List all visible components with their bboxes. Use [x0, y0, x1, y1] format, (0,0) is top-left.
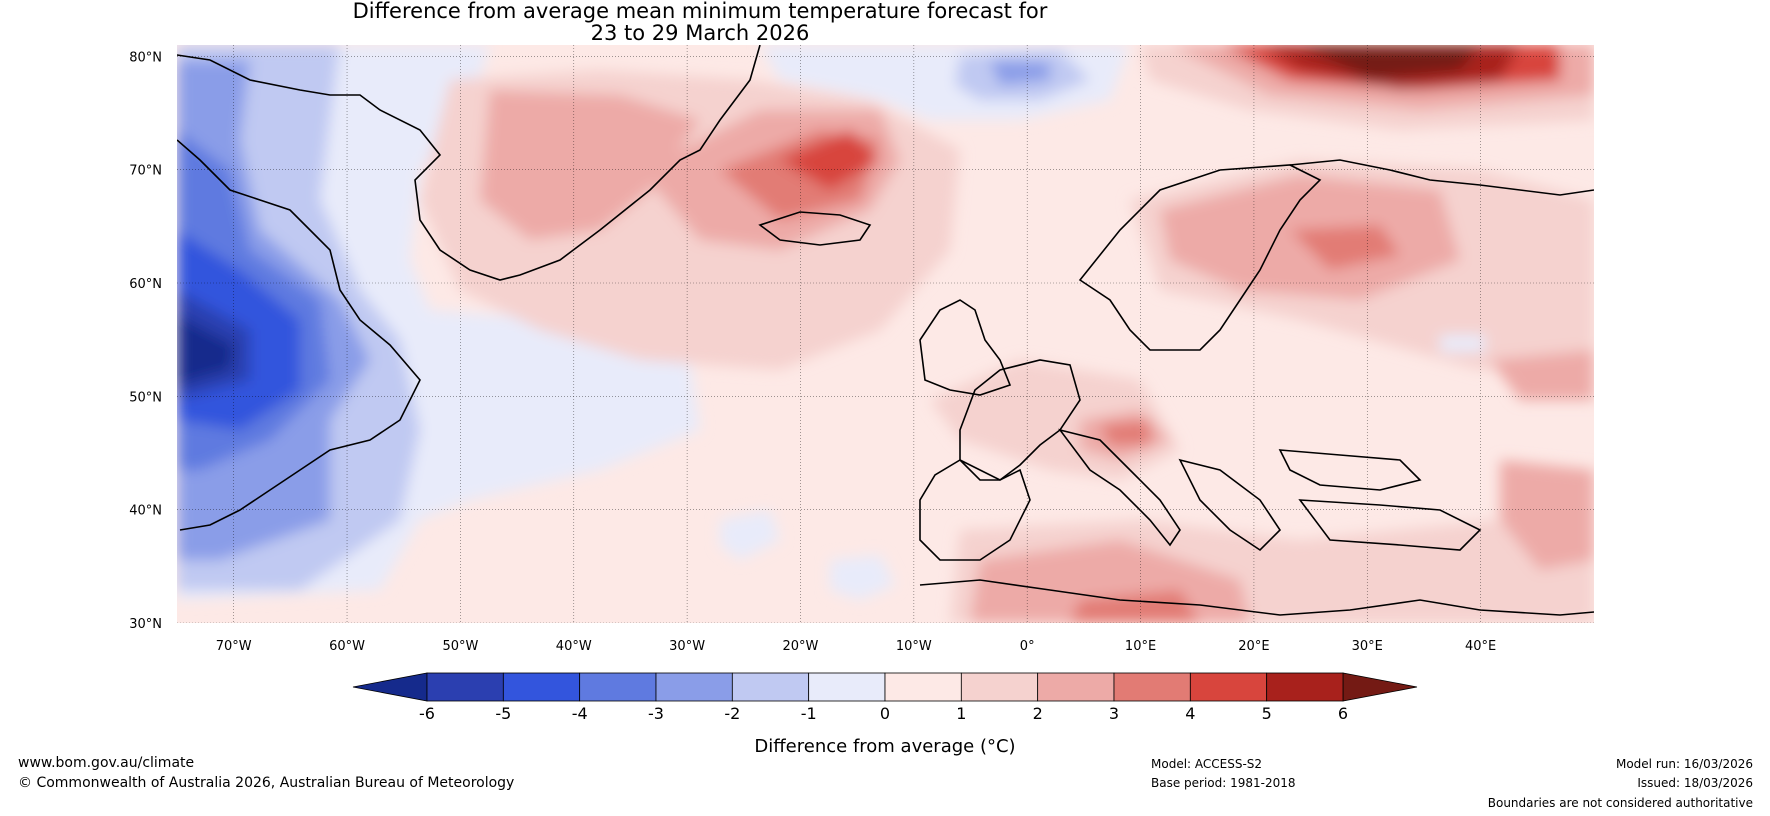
colorbar-swatch [1113, 672, 1191, 702]
colorbar-swatch [426, 672, 504, 702]
iceland-coast [758, 211, 872, 246]
britain-coast [919, 299, 1012, 396]
arctic-russia-coast [1289, 159, 1594, 196]
lon-tick-label: 40°W [556, 639, 592, 654]
lon-tick-label: 40°E [1465, 639, 1496, 654]
colorbar-tick-label: -2 [724, 704, 740, 723]
axis-labels: 80°N 70°N 60°N 50°N 40°N 30°N 70°W 60°W 50°W 40°W… [129, 50, 1496, 654]
graticule [177, 45, 1594, 623]
greenland-coast [177, 45, 761, 281]
scandinavia-coast [1078, 164, 1322, 351]
model-text: Model: ACCESS-S2 [1151, 757, 1263, 771]
colorbar-tick-label: -4 [572, 704, 588, 723]
anomaly-fields [177, 45, 1594, 623]
colorbar-swatch [1189, 672, 1268, 702]
lon-tick-label: 30°E [1352, 639, 1383, 654]
colorbar-tick-label: -5 [495, 704, 511, 723]
model-run-text: Model run: 16/03/2026 [1615, 757, 1753, 771]
colorbar-swatch [731, 672, 810, 702]
north-america-coast [177, 139, 421, 531]
lat-tick-label: 60°N [129, 277, 162, 292]
map-title-line1: Difference from average mean minimum tem… [352, 0, 1048, 23]
iberia-coast [919, 459, 1031, 561]
lon-tick-label: 30°W [669, 639, 705, 654]
lat-tick-label: 30°N [129, 617, 162, 632]
colorbar-tick-label: -1 [801, 704, 817, 723]
lon-tick-label: 10°W [896, 639, 932, 654]
lon-tick-label: 70°W [216, 639, 252, 654]
map-title-line2: 23 to 29 March 2026 [590, 21, 810, 45]
colorbar-tick-label: 2 [1033, 704, 1043, 723]
copyright-text: © Commonwealth of Australia 2026, Austra… [18, 775, 515, 791]
colorbar-tick-label: 3 [1109, 704, 1119, 723]
lat-tick-label: 70°N [129, 164, 162, 179]
coastlines [177, 45, 1594, 616]
colorbar-over-arrow [1342, 672, 1418, 702]
black-sea-coast [1278, 449, 1422, 491]
disclaimer-text: Boundaries are not considered authoritat… [1487, 796, 1753, 810]
lon-tick-label: 20°E [1238, 639, 1269, 654]
italy-coast [1058, 428, 1181, 547]
colorbar-swatch [808, 672, 886, 702]
colorbar-swatch [1037, 672, 1115, 702]
colorbar-tick-label: -6 [419, 704, 435, 723]
lat-tick-label: 50°N [129, 390, 162, 405]
issued-text: Issued: 18/03/2026 [1637, 776, 1753, 790]
colorbar-tick-label: 1 [956, 704, 966, 723]
base-period-text: Base period: 1981-2018 [1151, 776, 1296, 790]
colorbar-tick-label: 6 [1338, 704, 1348, 723]
balkans-coast [1178, 458, 1282, 552]
colorbar-swatch [655, 672, 733, 702]
colorbar-tick-label: 4 [1185, 704, 1195, 723]
colorbar: -6 -5 -4 -3 -2 -1 0 1 2 3 4 5 6 [352, 672, 1418, 723]
colorbar-label: Difference from average (°C) [754, 736, 1016, 757]
website-text: www.bom.gov.au/climate [18, 755, 195, 771]
colorbar-swatch [884, 672, 962, 702]
lon-tick-label: 20°W [783, 639, 819, 654]
lon-tick-label: 50°W [442, 639, 478, 654]
lon-tick-label: 0° [1020, 639, 1035, 654]
colorbar-swatch [960, 672, 1039, 702]
colorbar-swatch [1266, 672, 1344, 702]
colorbar-under-arrow [352, 672, 428, 702]
lon-tick-label: 10°E [1125, 639, 1156, 654]
lon-tick-label: 60°W [329, 639, 365, 654]
colorbar-tick-label: 0 [880, 704, 890, 723]
lat-tick-label: 80°N [129, 50, 162, 65]
lat-tick-label: 40°N [129, 504, 162, 519]
colorbar-swatch [579, 672, 657, 702]
north-africa-coast [919, 579, 1594, 616]
colorbar-swatch [502, 672, 581, 702]
colorbar-tick-label: 5 [1262, 704, 1272, 723]
turkey-coast [1298, 499, 1482, 551]
map-area [177, 45, 1594, 623]
colorbar-tick-label: -3 [648, 704, 664, 723]
